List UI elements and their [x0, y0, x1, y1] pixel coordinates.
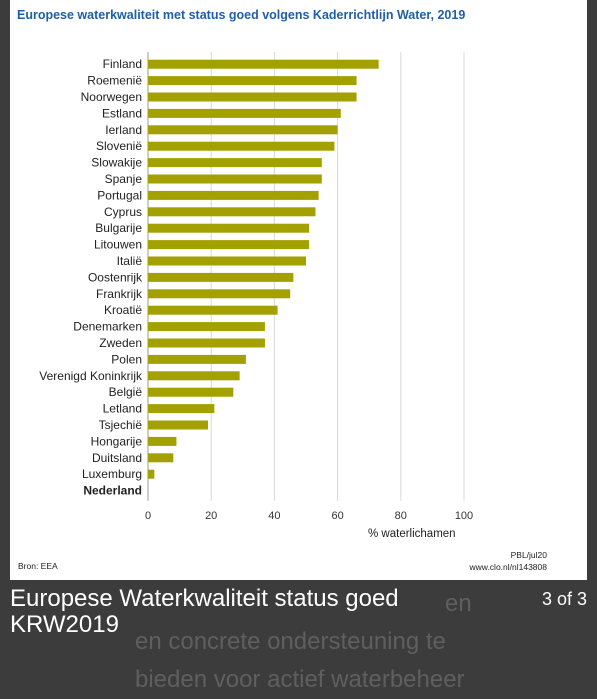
category-label: Kroatië — [104, 303, 142, 317]
x-tick-label: 60 — [331, 510, 343, 522]
bar-portugal — [148, 190, 319, 200]
bar-spanje — [148, 174, 322, 184]
category-label: Polen — [111, 352, 142, 366]
bar-roemeni- — [148, 76, 357, 86]
bar-noorwegen — [148, 92, 357, 102]
x-axis-label: % waterlichamen — [368, 528, 456, 540]
category-label: Slovenië — [96, 139, 142, 153]
x-tick-label: 20 — [205, 510, 217, 522]
bar-bulgarije — [148, 223, 310, 233]
image-caption: Europese Waterkwaliteit status goed KRW2… — [10, 585, 399, 638]
bar-cyprus — [148, 207, 316, 217]
bar-finland — [148, 59, 379, 69]
category-label: Duitsland — [92, 451, 142, 465]
credit-line-2: www.clo.nl/nl143808 — [469, 562, 548, 572]
bar-kroati- — [148, 305, 278, 315]
bar-frankrijk — [148, 289, 291, 299]
category-label: Hongarije — [91, 434, 143, 448]
category-label: Bulgarije — [95, 221, 142, 235]
category-label: Cyprus — [104, 205, 142, 219]
x-tick-label: 40 — [268, 510, 280, 522]
category-label: Noorwegen — [81, 90, 142, 104]
category-label: Italië — [117, 254, 143, 268]
bar-sloveni- — [148, 141, 335, 151]
category-label: Nederland — [83, 484, 142, 498]
bar-estland — [148, 108, 341, 118]
bar-verenigd-koninkrijk — [148, 371, 240, 381]
bar-polen — [148, 354, 246, 364]
chart-card[interactable]: Europese waterkwaliteit met status goed … — [10, 0, 587, 580]
bar-belgi- — [148, 387, 234, 397]
category-label: Portugal — [97, 188, 142, 202]
bar-oostenrijk — [148, 272, 294, 282]
x-tick-label: 80 — [395, 510, 407, 522]
category-label: Tsjechië — [99, 418, 143, 432]
category-label: Luxemburg — [82, 467, 142, 481]
category-label: Denemarken — [73, 320, 142, 334]
category-label: Ierland — [105, 123, 142, 137]
bar-letland — [148, 404, 215, 414]
bar-slowakije — [148, 158, 322, 168]
category-label: Estland — [102, 106, 142, 120]
background-text-line-2: en concrete ondersteuning te — [135, 628, 446, 655]
category-label: Roemenië — [87, 74, 142, 88]
bar-litouwen — [148, 240, 310, 250]
category-label: Spanje — [105, 172, 143, 186]
bar-itali- — [148, 256, 306, 266]
category-label: Slowakije — [91, 156, 142, 170]
bar-luxemburg — [148, 469, 155, 479]
category-labels: Finland Roemenië Noorwegen Estland Ierland Sl… — [39, 57, 143, 497]
category-label: Letland — [103, 402, 142, 416]
bar-ierland — [148, 125, 338, 135]
x-tick-labels: 0 20 40 60 80 100 — [145, 510, 473, 522]
bar-hongarije — [148, 436, 177, 446]
category-label: Zweden — [99, 336, 142, 350]
bar-chart: Europese waterkwaliteit met status goed … — [17, 8, 548, 572]
category-label: België — [109, 385, 143, 399]
chart-title: Europese waterkwaliteit met status goed … — [17, 8, 465, 22]
bars-group — [148, 59, 379, 479]
category-label: Verenigd Koninkrijk — [39, 369, 143, 383]
bar-duitsland — [148, 453, 174, 463]
category-label: Litouwen — [94, 238, 142, 252]
source-note: Bron: EEA — [18, 561, 58, 571]
background-text-line-1: en — [445, 590, 472, 617]
x-tick-label: 0 — [145, 510, 151, 522]
bar-denemarken — [148, 322, 265, 332]
x-tick-label: 100 — [455, 510, 473, 522]
credit-line-1: PBL/jul20 — [511, 550, 548, 560]
category-label: Frankrijk — [96, 287, 143, 301]
bar-tsjechi- — [148, 420, 209, 430]
category-label: Oostenrijk — [88, 270, 143, 284]
image-pager[interactable]: 3 of 3 — [541, 589, 587, 609]
bar-zweden — [148, 338, 265, 348]
background-text-line-3: bieden voor actief waterbeheer — [135, 666, 465, 693]
category-label: Finland — [103, 57, 142, 71]
